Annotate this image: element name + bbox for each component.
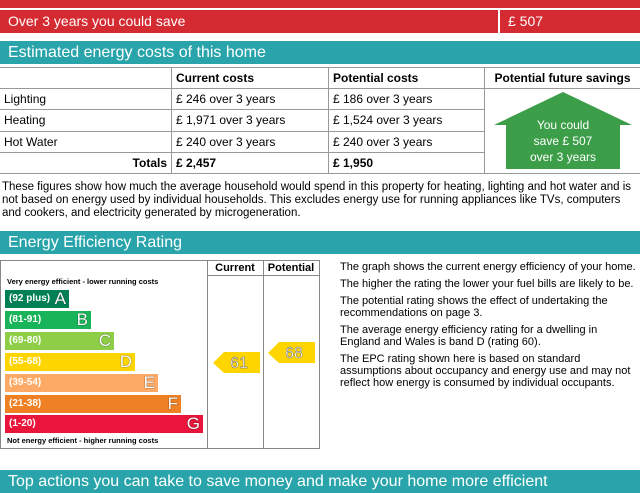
current-rating: 61 [230, 355, 248, 372]
page: Over 3 years you could save £ 507 Estima… [0, 0, 640, 479]
savings-banner: Over 3 years you could save £ 507 [0, 10, 640, 33]
cell: £ 2,457 [172, 152, 329, 173]
band-letter: G [187, 415, 200, 433]
potential-rating: 68 [285, 345, 303, 362]
section-header: Estimated energy costs of this home [0, 41, 640, 64]
band: (81-91) B [5, 311, 91, 329]
band-range: (21-38) [9, 398, 41, 409]
badge-line: You could [536, 118, 588, 132]
paragraph: The potential rating shows the effect of… [340, 295, 638, 319]
potential-arrow: 68 [268, 342, 316, 364]
savings-cell: You could save £ 507 over 3 years [485, 89, 640, 174]
cell: Heating [0, 110, 172, 131]
band-range: (39-54) [9, 377, 41, 388]
cell: Lighting [0, 89, 172, 110]
band: (55-68) D [5, 353, 135, 371]
band-range: (1-20) [9, 418, 36, 429]
costs-table: Current costs Potential costs Potential … [0, 67, 640, 174]
band-letter: E [144, 374, 155, 392]
cell: Potential costs [329, 68, 485, 89]
band: (69-80) C [5, 332, 114, 350]
cell: £ 1,524 over 3 years [329, 110, 485, 131]
note: These figures show how much the average … [2, 181, 638, 220]
cell: Current costs [172, 68, 329, 89]
cell: Totals [0, 152, 172, 173]
paragraph: The graph shows the current energy effic… [340, 261, 638, 273]
band: (92 plus) A [5, 290, 69, 308]
band-range: (81-91) [9, 314, 41, 325]
cell [0, 68, 172, 89]
badge-line: save £ 507 [533, 134, 592, 148]
column-header: Potential [263, 262, 319, 274]
cell: £ 186 over 3 years [329, 89, 485, 110]
band-range: (69-80) [9, 335, 41, 346]
rating-chart: Current Potential Very energy efficient … [0, 260, 320, 449]
bottom-label: Not energy efficient - higher running co… [7, 436, 158, 445]
band: (21-38) F [5, 395, 181, 413]
band-range: (92 plus) [9, 293, 50, 304]
section-header: Energy Efficiency Rating [0, 231, 640, 254]
band-letter: D [120, 353, 132, 371]
band-range: (55-68) [9, 356, 41, 367]
section-header: Top actions you can take to save money a… [0, 470, 640, 493]
paragraph: The higher the rating the lower your fue… [340, 278, 638, 290]
cut-banner [0, 0, 640, 8]
band-letter: A [55, 290, 66, 308]
badge-line: over 3 years [529, 150, 595, 164]
band-letter: B [77, 311, 88, 329]
cell: £ 1,971 over 3 years [172, 110, 329, 131]
cell: £ 1,950 [329, 152, 485, 173]
savings-value: £ 507 [498, 10, 543, 33]
column-header: Current [207, 262, 263, 274]
current-arrow: 61 [213, 352, 261, 374]
cell: £ 240 over 3 years [329, 131, 485, 152]
band: (39-54) E [5, 374, 158, 392]
house-badge: You could save £ 507 over 3 years [488, 89, 638, 173]
band-letter: F [168, 395, 178, 413]
savings-label: Over 3 years you could save [8, 10, 185, 33]
band-letter: C [99, 332, 111, 350]
cell: £ 240 over 3 years [172, 131, 329, 152]
cell: Hot Water [0, 131, 172, 152]
top-label: Very energy efficient - lower running co… [7, 277, 158, 286]
band: (1-20) G [5, 415, 203, 433]
cell: £ 246 over 3 years [172, 89, 329, 110]
rating-notes: The graph shows the current energy effic… [340, 261, 638, 394]
paragraph: The EPC rating shown here is based on st… [340, 353, 638, 389]
paragraph: The average energy efficiency rating for… [340, 324, 638, 348]
cell: Potential future savings [485, 68, 640, 89]
